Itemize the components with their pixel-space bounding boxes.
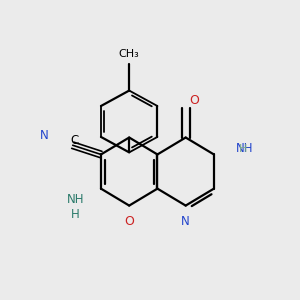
Text: N: N <box>40 129 48 142</box>
Text: O: O <box>124 215 134 228</box>
Text: CH₃: CH₃ <box>119 49 140 59</box>
Text: H: H <box>239 143 247 154</box>
Text: H: H <box>71 208 80 221</box>
Text: NH: NH <box>236 142 253 155</box>
Text: N: N <box>181 215 190 228</box>
Text: NH: NH <box>67 193 84 206</box>
Text: C: C <box>70 134 78 147</box>
Text: O: O <box>189 94 199 107</box>
